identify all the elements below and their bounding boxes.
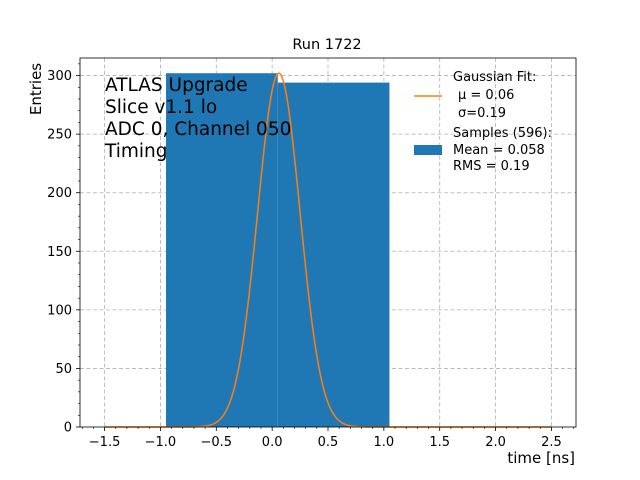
x-tick-label: 0.0 [262,435,283,450]
annotation-block: ATLAS Upgrade Slice v1.1 lo ADC 0, Chann… [104,75,291,162]
legend-fit-title: Gaussian Fit: [453,70,536,85]
y-tick-label: 250 [47,128,72,143]
legend-fit-mu: μ = 0.06 [458,88,514,103]
x-tick-label: 2.5 [541,435,562,450]
y-tick-label: 200 [47,186,72,201]
y-tick-label: 300 [47,69,72,84]
legend-samples-swatch [414,145,442,155]
histogram-bars [166,73,390,427]
x-tick-label: −1.0 [145,435,177,450]
legend: Gaussian Fit: μ = 0.06 σ=0.19 Samples (5… [414,70,552,174]
histogram-bar [277,82,390,427]
x-tick-label: 0.5 [318,435,339,450]
histogram-bar [166,73,278,427]
x-tick-label: 1.5 [429,435,450,450]
legend-samples-mean: Mean = 0.058 [453,143,545,158]
annotation-line: Slice v1.1 lo [105,97,217,118]
y-axis-label: Entries [27,63,45,115]
annotation-line: Timing [104,141,168,162]
legend-samples-title: Samples (596): [453,126,552,141]
x-tick-label: −1.5 [89,435,121,450]
annotation-line: ATLAS Upgrade [105,75,248,96]
y-tick-label: 100 [47,303,72,318]
x-tick-label: 2.0 [485,435,506,450]
legend-fit-sigma: σ=0.19 [458,106,506,121]
x-tick-label: −0.5 [200,435,232,450]
y-tick-label: 0 [64,421,72,436]
ticks: −1.5 −1.0 −0.5 0.0 0.5 1.0 1.5 2.0 2.5 0 50 100 150 2… [47,63,575,450]
y-tick-label: 150 [47,245,72,260]
chart-title: Run 1722 [292,37,361,53]
x-axis-label: time [ns] [507,449,575,467]
x-tick-label: 1.0 [374,435,395,450]
y-tick-label: 50 [55,362,72,377]
annotation-line: ADC 0, Channel 050 [105,119,291,140]
legend-samples-rms: RMS = 0.19 [453,159,530,174]
